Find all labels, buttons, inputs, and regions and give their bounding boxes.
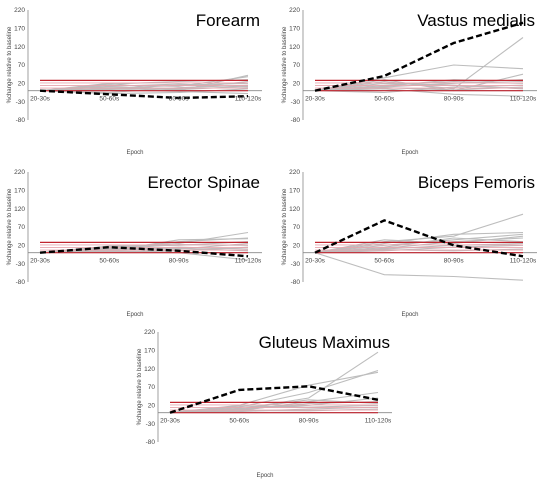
y-tick-label: -80 <box>291 117 301 124</box>
chart-panel-forearm: 220 170 120 70 20 -30 -80 20-30s 50-60s 80-90s 110… <box>0 0 275 162</box>
y-tick-label: 70 <box>293 62 301 69</box>
chart-svg: 220 170 120 70 20 -30 -80 20-30s 50-60s 80-90s 110… <box>282 169 537 318</box>
x-tick-label: 20-30s <box>305 258 326 265</box>
y-tick-label: 220 <box>14 7 25 14</box>
individual-series-line <box>314 64 524 92</box>
x-axis-label: Epoch <box>126 312 143 318</box>
individual-series-line <box>39 241 249 254</box>
y-tick-label: 20 <box>18 243 26 250</box>
x-tick-label: 80-90s <box>444 96 465 103</box>
x-axis-label: Epoch <box>126 150 143 156</box>
y-tick-label: 170 <box>14 26 25 33</box>
chart-title: Vastus medialis <box>417 11 535 30</box>
x-tick-label: 110-120s <box>510 96 537 103</box>
x-axis-label: Epoch <box>401 312 418 318</box>
mean-series-line <box>169 385 379 414</box>
x-tick-label: 20-30s <box>30 96 51 103</box>
y-axis-label: %change relative to baseline <box>282 26 288 103</box>
y-tick-label: 170 <box>14 188 25 195</box>
x-tick-label: 80-90s <box>444 258 465 265</box>
x-tick-label: 80-90s <box>169 96 190 103</box>
chart-svg: 220 170 120 70 20 -30 -80 20-30s 50-60s 80-90s 110… <box>137 329 392 479</box>
y-tick-label: -80 <box>291 279 301 286</box>
x-axis-label: Epoch <box>401 150 418 156</box>
chart-title: Biceps Femoris <box>418 173 535 192</box>
y-tick-label: -30 <box>16 261 26 268</box>
x-tick-label: 80-90s <box>169 258 190 265</box>
y-tick-label: 70 <box>18 62 26 69</box>
y-tick-label: -30 <box>291 99 301 106</box>
y-tick-label: 170 <box>144 348 155 355</box>
individual-series-line <box>314 82 524 92</box>
x-tick-label: 110-120s <box>235 258 262 265</box>
x-tick-label: 50-60s <box>99 96 120 103</box>
mean-series-line <box>39 89 249 100</box>
x-tick-label: 80-90s <box>299 418 320 425</box>
y-tick-label: 120 <box>14 44 25 51</box>
y-tick-label: 120 <box>14 206 25 213</box>
y-axis-label: %change relative to baseline <box>282 188 288 265</box>
x-tick-label: 50-60s <box>99 258 120 265</box>
individual-series-line <box>169 404 379 414</box>
chart-svg: 220 170 120 70 20 -30 -80 20-30s 50-60s 80-90s 110… <box>7 7 262 156</box>
y-tick-label: 20 <box>293 243 301 250</box>
y-tick-label: 20 <box>148 403 156 410</box>
individual-series-line <box>169 399 379 414</box>
individual-series-line <box>314 84 524 94</box>
individual-series-line <box>314 252 524 281</box>
chart-title: Erector Spinae <box>148 173 260 192</box>
y-tick-label: 170 <box>289 26 300 33</box>
y-tick-label: -80 <box>16 117 26 124</box>
x-tick-label: 20-30s <box>160 418 181 425</box>
x-tick-label: 110-120s <box>510 258 537 265</box>
mean-series-line <box>39 245 249 258</box>
y-tick-label: 220 <box>289 7 300 14</box>
x-tick-label: 50-60s <box>229 418 250 425</box>
y-axis-label: %change relative to baseline <box>7 188 13 265</box>
chart-title: Gluteus Maximus <box>259 333 390 352</box>
chart-panel-vastus-medialis: 220 170 120 70 20 -30 -80 20-30s 50-60s 80-90s 110… <box>275 0 550 162</box>
y-tick-label: 120 <box>289 206 300 213</box>
x-tick-label: 20-30s <box>305 96 326 103</box>
y-axis-label: %change relative to baseline <box>137 348 143 425</box>
y-tick-label: -30 <box>291 261 301 268</box>
chart-panel-gluteus-maximus: 220 170 120 70 20 -30 -80 20-30s 50-60s 80-90s 110… <box>130 322 405 485</box>
x-tick-label: 50-60s <box>374 96 395 103</box>
y-tick-label: 70 <box>148 384 156 391</box>
y-tick-label: 170 <box>289 188 300 195</box>
y-tick-label: 70 <box>293 224 301 231</box>
x-tick-label: 110-120s <box>365 418 392 425</box>
x-tick-label: 20-30s <box>30 258 51 265</box>
x-tick-label: 110-120s <box>235 96 262 103</box>
y-tick-label: -30 <box>16 99 26 106</box>
chart-title: Forearm <box>196 11 260 30</box>
x-axis-label: Epoch <box>256 473 273 479</box>
y-tick-label: -80 <box>146 439 156 446</box>
y-tick-label: 70 <box>18 224 26 231</box>
y-tick-label: 220 <box>289 169 300 176</box>
chart-svg: 220 170 120 70 20 -30 -80 20-30s 50-60s 80-90s 110… <box>7 169 262 318</box>
y-tick-label: 120 <box>289 44 300 51</box>
chart-panel-erector-spinae: 220 170 120 70 20 -30 -80 20-30s 50-60s 80-90s 110… <box>0 162 275 324</box>
mean-series-line <box>314 21 524 92</box>
y-axis-label: %change relative to baseline <box>7 26 13 103</box>
mean-series-line <box>314 219 524 258</box>
y-tick-label: 20 <box>293 81 301 88</box>
chart-panel-biceps-femoris: 220 170 120 70 20 -30 -80 20-30s 50-60s 80-90s 110… <box>275 162 550 324</box>
y-tick-label: -80 <box>16 279 26 286</box>
y-tick-label: 220 <box>14 169 25 176</box>
y-tick-label: -30 <box>146 421 156 428</box>
y-tick-label: 120 <box>144 366 155 373</box>
y-tick-label: 20 <box>18 81 26 88</box>
y-tick-label: 220 <box>144 329 155 336</box>
x-tick-label: 50-60s <box>374 258 395 265</box>
chart-svg: 220 170 120 70 20 -30 -80 20-30s 50-60s 80-90s 110… <box>282 7 537 156</box>
